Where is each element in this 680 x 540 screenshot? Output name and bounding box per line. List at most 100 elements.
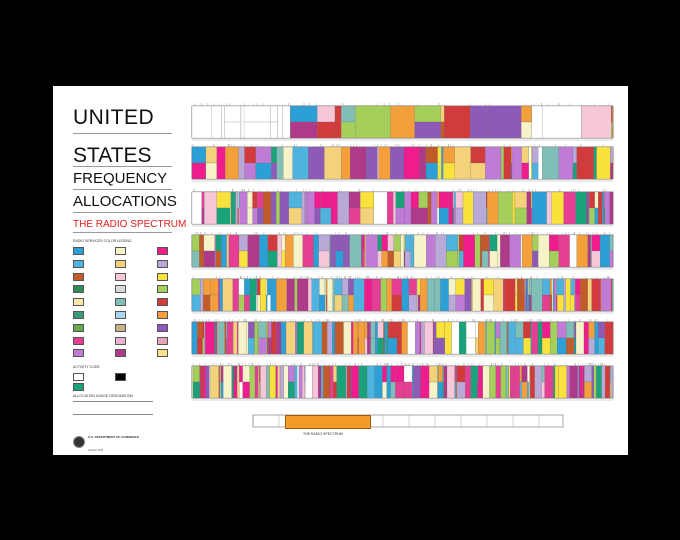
allocation-band bbox=[226, 337, 228, 355]
allocation-band bbox=[231, 191, 236, 225]
allocation-band bbox=[415, 321, 421, 355]
allocation-band bbox=[215, 234, 222, 252]
allocation-band bbox=[510, 146, 513, 164]
allocation-band bbox=[419, 337, 422, 355]
allocation-band bbox=[531, 146, 533, 180]
allocation-band bbox=[345, 365, 347, 399]
allocation-band bbox=[247, 234, 260, 268]
allocation-band bbox=[237, 207, 239, 225]
allocation-band bbox=[438, 365, 443, 383]
allocation-band bbox=[489, 250, 498, 268]
allocation-band bbox=[473, 191, 487, 225]
allocation-band bbox=[395, 191, 405, 209]
allocation-band bbox=[330, 191, 338, 225]
allocation-band bbox=[610, 278, 613, 312]
allocation-band bbox=[455, 294, 465, 312]
allocation-band bbox=[270, 121, 278, 139]
allocation-band bbox=[277, 365, 280, 399]
allocation-band bbox=[603, 207, 606, 225]
allocation-band bbox=[279, 365, 281, 399]
allocation-band bbox=[410, 207, 419, 225]
allocation-band bbox=[258, 321, 267, 339]
allocation-band bbox=[267, 234, 278, 252]
allocation-band bbox=[304, 191, 308, 225]
title-line-3: FREQUENCY bbox=[73, 170, 168, 187]
allocation-band bbox=[501, 146, 505, 180]
allocation-band bbox=[288, 207, 302, 225]
allocation-band bbox=[375, 321, 378, 355]
allocation-band bbox=[521, 365, 528, 383]
allocation-band bbox=[348, 207, 361, 225]
allocation-band bbox=[509, 234, 521, 268]
allocation-band bbox=[401, 321, 408, 355]
allocation-band bbox=[201, 207, 205, 225]
allocation-band bbox=[574, 278, 576, 312]
allocation-band bbox=[351, 365, 359, 399]
allocation-band bbox=[532, 234, 539, 252]
allocation-band bbox=[387, 321, 389, 355]
allocation-band bbox=[225, 146, 239, 180]
allocation-band bbox=[240, 105, 245, 139]
title-rule bbox=[73, 189, 172, 190]
allocation-band bbox=[452, 207, 454, 225]
legend-swatch bbox=[157, 349, 168, 358]
allocation-band bbox=[191, 162, 206, 180]
allocation-band bbox=[531, 105, 543, 139]
allocation-band bbox=[463, 234, 475, 268]
allocation-band bbox=[417, 294, 421, 312]
allocation-band bbox=[403, 381, 413, 399]
allocation-band bbox=[197, 321, 203, 339]
allocation-band bbox=[578, 365, 583, 399]
allocation-band bbox=[418, 207, 428, 225]
allocation-band bbox=[221, 105, 225, 139]
allocation-band bbox=[481, 234, 489, 252]
allocation-band bbox=[453, 191, 456, 209]
allocation-band bbox=[532, 191, 547, 225]
allocation-band bbox=[246, 321, 249, 355]
allocation-band bbox=[239, 381, 243, 399]
allocation-band bbox=[456, 365, 466, 383]
allocation-band bbox=[436, 321, 446, 339]
allocation-band bbox=[475, 321, 479, 339]
allocation-band bbox=[218, 278, 220, 312]
allocation-band bbox=[341, 294, 349, 312]
allocation-band bbox=[557, 337, 567, 355]
allocation-band bbox=[224, 121, 241, 139]
allocation-band bbox=[395, 381, 405, 399]
allocation-band bbox=[424, 321, 434, 355]
allocation-band bbox=[239, 365, 243, 383]
allocation-band bbox=[418, 191, 428, 209]
legend-swatch bbox=[73, 285, 84, 294]
allocation-band bbox=[550, 321, 558, 355]
allocation-band bbox=[257, 191, 264, 209]
allocation-band bbox=[563, 278, 566, 312]
allocation-band bbox=[441, 146, 443, 180]
allocation-band bbox=[576, 234, 589, 268]
allocation-band bbox=[282, 105, 291, 139]
allocation-band bbox=[222, 278, 234, 312]
allocation-band bbox=[374, 365, 383, 399]
legend-swatch bbox=[157, 323, 168, 332]
allocation-band bbox=[554, 278, 557, 312]
allocation-band bbox=[596, 365, 602, 383]
allocation-band bbox=[580, 278, 588, 312]
allocation-band bbox=[191, 278, 201, 296]
legend-swatch bbox=[157, 298, 168, 307]
allocation-band bbox=[587, 278, 592, 312]
allocation-band bbox=[497, 234, 501, 268]
allocation-band bbox=[485, 321, 487, 355]
allocation-band bbox=[529, 294, 532, 312]
allocation-band bbox=[259, 365, 261, 383]
allocation-band bbox=[609, 250, 614, 268]
allocation-band bbox=[191, 365, 194, 383]
allocation-band bbox=[329, 234, 331, 268]
allocation-band bbox=[448, 191, 454, 225]
legend-swatch bbox=[157, 247, 168, 255]
allocation-band bbox=[599, 234, 610, 268]
allocation-band bbox=[321, 365, 324, 399]
allocation-band bbox=[204, 191, 217, 225]
allocation-band bbox=[327, 278, 333, 312]
allocation-band bbox=[298, 365, 303, 399]
allocation-band bbox=[302, 365, 305, 399]
legend-swatch bbox=[115, 311, 126, 319]
